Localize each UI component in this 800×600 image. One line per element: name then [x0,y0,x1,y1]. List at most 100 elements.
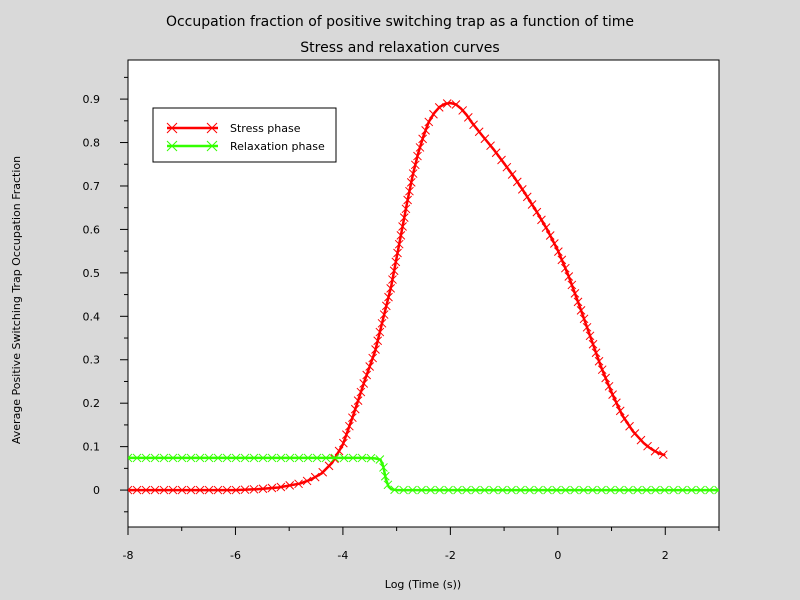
series-point [597,485,606,495]
y-tick-label: 0.2 [83,397,101,410]
series-point [570,485,579,495]
legend-label: Stress phase [230,122,301,135]
series-point [356,387,366,397]
series-point [195,485,205,495]
series-point [204,453,214,463]
series-point [373,336,383,346]
series-point [585,331,595,341]
y-tick-label: 0.9 [83,93,101,106]
legend-marker [166,122,178,134]
series-point [258,453,268,463]
axis-ticks: -8 -6 -4 -2 0 2 0 0.1 0.2 0.3 0.4 0.5 0.6 0.7 0.8 0.9 [83,76,720,562]
chart-title: Occupation fraction of positive switchin… [166,14,634,30]
series-point [573,297,583,307]
series-point [435,485,444,495]
legend-entry: Stress phase [166,122,301,135]
series-point [601,373,610,383]
series-point [389,266,399,276]
series-point [576,305,586,315]
series-point [258,484,268,494]
series-stress [128,99,668,495]
series-point [463,113,473,122]
series-point [564,272,574,281]
series-point [552,485,561,495]
series-point [604,381,614,391]
series-point [249,484,259,494]
series-point [375,455,385,464]
series-point [421,126,430,135]
series-point [168,485,178,495]
series-point [294,453,304,463]
series-point [560,263,570,273]
legend: Stress phase Relaxation phase [152,107,337,163]
series-point [541,223,551,232]
series-point [615,406,625,416]
series-point [380,471,390,481]
series-point [276,482,286,492]
series-point [132,485,142,495]
series-point [561,485,570,495]
y-tick-label: 0.6 [83,223,101,236]
series-point [678,485,687,495]
series-point [334,446,344,456]
series-point [527,200,537,209]
series-point [128,485,133,495]
chart-subtitle: Stress and relaxation curves [300,40,499,56]
y-tick-label: 0.5 [83,267,101,280]
series-point [696,485,705,495]
series-point [497,155,506,165]
y-tick-label: 0.3 [83,354,101,367]
series-point [434,103,444,112]
series-point [458,106,468,115]
series-point [624,485,633,495]
series-point [303,453,313,463]
series-point [557,255,567,265]
series-point [612,398,621,408]
series-point [534,485,543,495]
series-point [388,275,397,284]
series-point [403,195,412,205]
series-point [417,485,426,495]
series-point [240,453,250,463]
series-point [650,446,660,456]
series-point [608,390,617,399]
series-point [195,453,205,463]
series-point [168,453,178,463]
series-point [396,230,406,240]
series-point [549,239,559,248]
series-point [342,430,351,440]
series-point [642,485,651,495]
series-point [312,453,322,463]
series-relaxation [128,453,719,495]
series-point [517,184,527,194]
series-point [532,207,542,217]
series-point [615,485,624,495]
series-point [231,453,241,463]
series-point [453,485,462,495]
series-point [714,485,719,495]
legend-marker [206,122,218,134]
series-point [141,453,151,463]
series-point [522,192,532,202]
series-point [537,215,546,225]
series-point [381,301,391,311]
series-point [141,485,151,495]
series-point [498,485,507,495]
series-point [384,292,393,302]
series-point [579,314,589,324]
series-point [267,483,277,493]
series-point [324,461,334,471]
y-axis-label: Average Positive Switching Trap Occupati… [10,156,23,444]
series-point [276,453,286,463]
series-point [365,362,375,371]
series-point [302,476,312,486]
series-point [390,485,399,495]
series-point [310,472,320,482]
series-point [330,453,340,463]
series-line [128,456,719,492]
y-tick-label: 0.4 [83,310,101,323]
series-point [285,453,295,463]
series-point [594,356,604,366]
series-point [486,141,495,151]
